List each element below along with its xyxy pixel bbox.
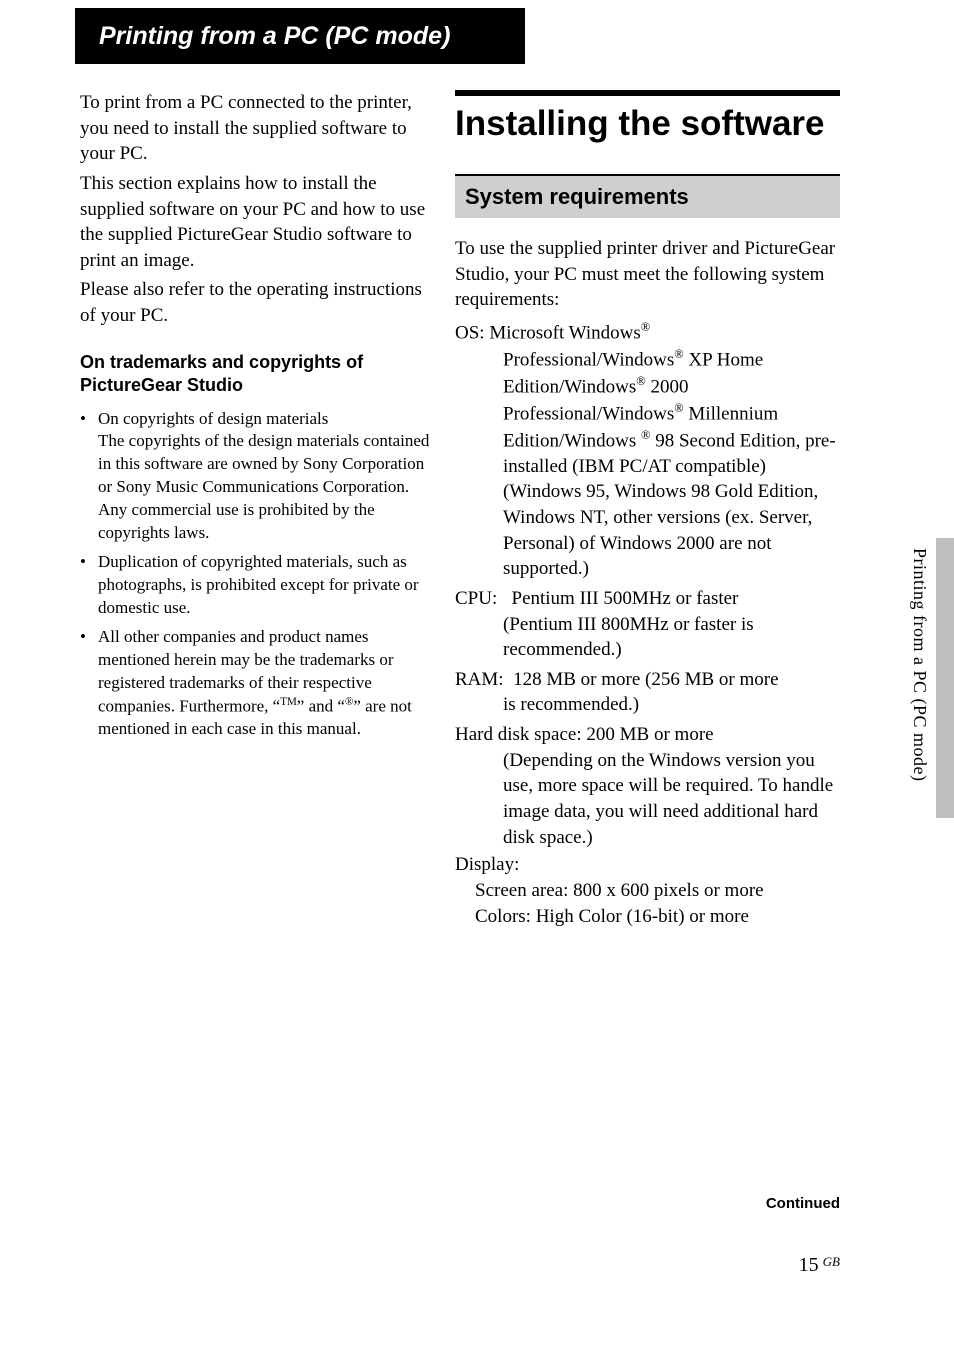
display-label: Display: — [455, 854, 519, 875]
intro-paragraph-3: Please also refer to the operating instr… — [80, 277, 435, 328]
cpu-rest: (Pentium III 800MHz or faster is recomme… — [455, 612, 840, 663]
list-item: All other companies and product names me… — [80, 626, 435, 741]
spec-display: Display: Screen area: 800 x 600 pixels o… — [455, 852, 840, 929]
reg-symbol: ® — [641, 428, 650, 442]
cpu-lead: Pentium III 500MHz or faster — [512, 588, 739, 609]
hdd-body: (Depending on the Windows version you us… — [455, 748, 840, 851]
left-column: To print from a PC connected to the prin… — [80, 90, 435, 747]
os-label: OS: — [455, 322, 485, 343]
page-number-value: 15 — [799, 1254, 819, 1276]
sysreq-intro: To use the supplied printer driver and P… — [455, 236, 840, 313]
reg-symbol: ® — [674, 347, 683, 361]
bullet-1-lead: On copyrights of design materials — [98, 409, 328, 428]
spec-hdd: Hard disk space: 200 MB or more (Dependi… — [455, 722, 840, 850]
page: Printing from a PC (PC mode) To print fr… — [0, 0, 954, 1352]
page-number-gb: GB — [823, 1254, 840, 1269]
bullet-1-body: The copyrights of the design materials c… — [98, 431, 429, 542]
heading-top-rule — [455, 90, 840, 96]
reg-symbol: ® — [636, 374, 645, 388]
list-item: Duplication of copyrighted materials, su… — [80, 551, 435, 620]
ram-label: RAM: — [455, 669, 504, 690]
intro-paragraph-1: To print from a PC connected to the prin… — [80, 90, 435, 167]
display-screen: Screen area: 800 x 600 pixels or more — [455, 878, 840, 904]
spec-cpu: CPU: Pentium III 500MHz or faster (Penti… — [455, 586, 840, 663]
list-item: On copyrights of design materials The co… — [80, 408, 435, 546]
trademarks-subhead: On trademarks and copyrights of PictureG… — [80, 351, 435, 398]
spec-ram: RAM: 128 MB or more (256 MB or more is r… — [455, 667, 840, 718]
os-cont: XP Professional/WindowsProfessional/Wind… — [455, 346, 840, 480]
hdd-label: Hard disk space: — [455, 724, 582, 745]
bullet-3-mid: ” and “ — [297, 696, 345, 715]
trademarks-list: On copyrights of design materials The co… — [80, 408, 435, 742]
cpu-label: CPU: — [455, 588, 497, 609]
side-tab — [936, 538, 954, 818]
side-section-label: Printing from a PC (PC mode) — [909, 548, 930, 782]
section-header-title: Printing from a PC (PC mode) — [99, 22, 450, 51]
intro-paragraph-2: This section explains how to install the… — [80, 171, 435, 274]
display-colors: Colors: High Color (16-bit) or more — [455, 904, 840, 930]
right-column: Installing the software System requireme… — [455, 90, 840, 929]
tm-symbol: TM — [280, 696, 297, 708]
reg-symbol: ® — [641, 320, 650, 334]
os-text-1: Microsoft Windows — [489, 322, 640, 343]
page-title: Installing the software — [455, 104, 840, 144]
page-number: 15 GB — [799, 1254, 840, 1277]
os-note: (Windows 95, Windows 98 Gold Edition, Wi… — [455, 479, 840, 582]
reg-symbol: ® — [674, 401, 683, 415]
spec-os: OS: Microsoft Windows® XP Professional/W… — [455, 319, 840, 582]
system-requirements-heading: System requirements — [455, 174, 840, 218]
hdd-val: 200 MB or more — [586, 724, 713, 745]
continued-label: Continued — [766, 1195, 840, 1212]
ram-rest: is recommended.) — [455, 692, 840, 718]
bullet-2: Duplication of copyrighted materials, su… — [98, 552, 419, 617]
ram-lead: 128 MB or more (256 MB or more — [513, 669, 778, 690]
os-rest — [650, 322, 698, 343]
section-header-bar: Printing from a PC (PC mode) — [75, 8, 525, 64]
